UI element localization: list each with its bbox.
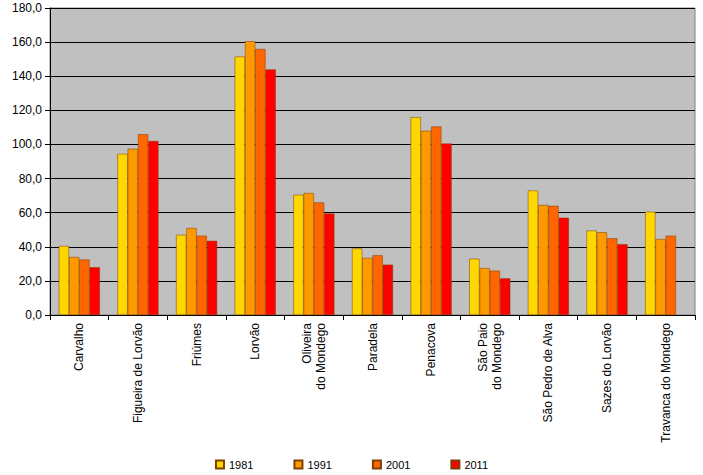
svg-text:Lorvão: Lorvão	[248, 323, 262, 360]
svg-text:180,0: 180,0	[12, 1, 42, 15]
svg-text:1991: 1991	[307, 459, 331, 471]
svg-text:Carvalho: Carvalho	[72, 323, 86, 371]
svg-text:do Mondego: do Mondego	[314, 323, 328, 390]
svg-text:160,0: 160,0	[12, 35, 42, 49]
svg-text:Oliveira: Oliveira	[300, 323, 314, 364]
svg-text:do Mondego: do Mondego	[490, 323, 504, 390]
svg-text:60,0: 60,0	[19, 206, 43, 220]
svg-text:Sazes do Lorvão: Sazes do Lorvão	[600, 323, 614, 413]
svg-text:1981: 1981	[229, 459, 253, 471]
svg-text:100,0: 100,0	[12, 137, 42, 151]
svg-text:40,0: 40,0	[19, 240, 43, 254]
svg-text:Penacova: Penacova	[424, 323, 438, 377]
svg-text:Travanca do Mondego: Travanca do Mondego	[659, 323, 673, 443]
svg-text:140,0: 140,0	[12, 69, 42, 83]
svg-text:20,0: 20,0	[19, 274, 43, 288]
svg-text:Figueira de Lorvão: Figueira de Lorvão	[131, 323, 145, 423]
svg-text:Paradela: Paradela	[366, 323, 380, 371]
svg-text:2011: 2011	[464, 459, 488, 471]
svg-text:São Pedro de Alva: São Pedro de Alva	[541, 323, 555, 423]
svg-text:120,0: 120,0	[12, 103, 42, 117]
svg-text:80,0: 80,0	[19, 172, 43, 186]
svg-text:0,0: 0,0	[25, 308, 42, 322]
svg-text:Friúmes: Friúmes	[190, 323, 204, 366]
svg-text:São Paio: São Paio	[476, 323, 490, 372]
svg-text:2001: 2001	[386, 459, 410, 471]
